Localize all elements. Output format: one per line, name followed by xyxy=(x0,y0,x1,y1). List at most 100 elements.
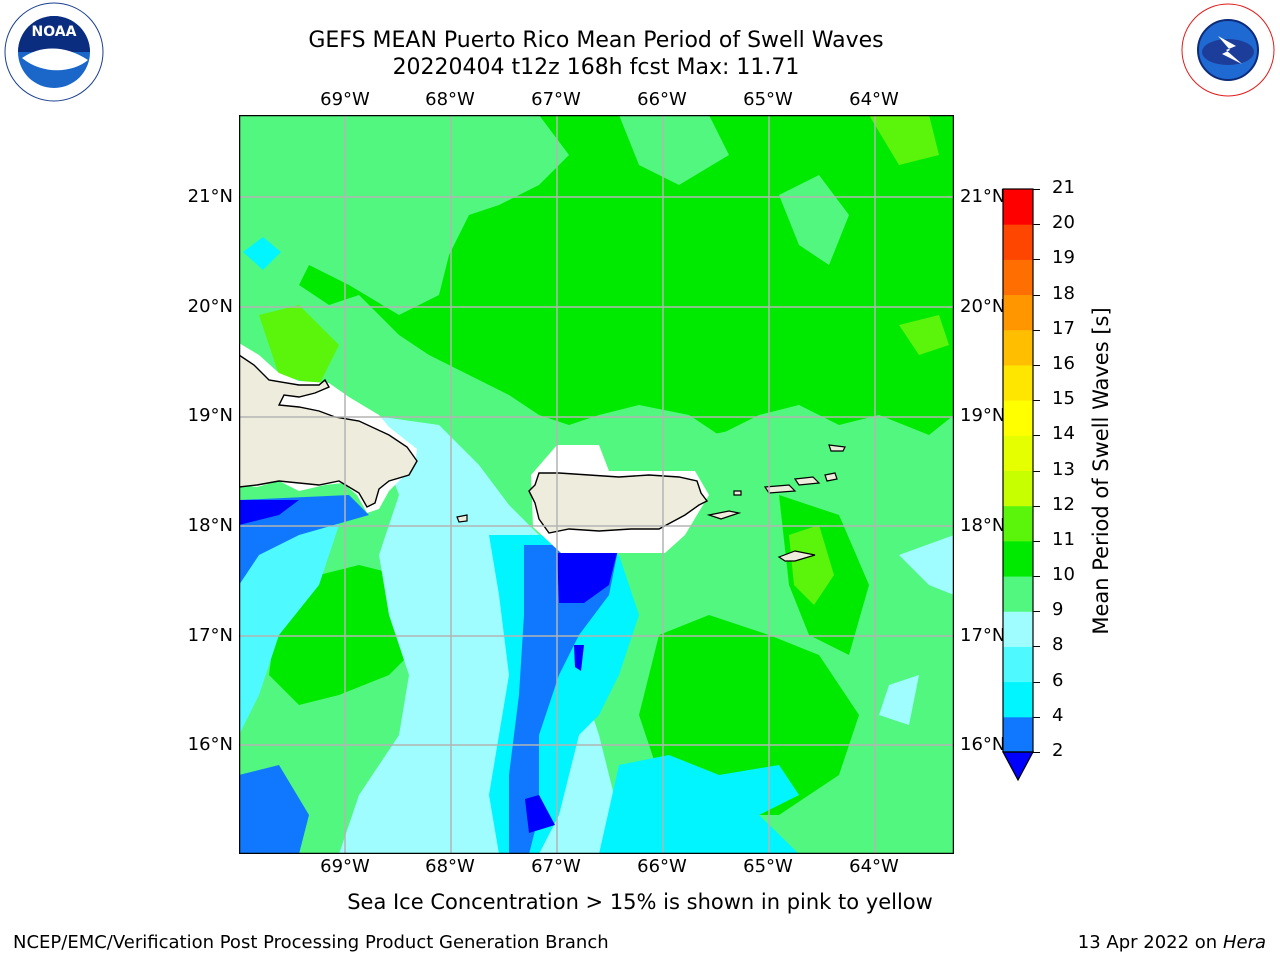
colorbar-tick-9: 9 xyxy=(1052,599,1064,621)
contour-11-12-n xyxy=(869,115,939,165)
lon-label-bottom-68w: 68°W xyxy=(425,856,475,877)
colorbar-tick-mark xyxy=(1033,540,1040,542)
colorbar-tick-11: 11 xyxy=(1052,528,1075,550)
contour-9-10-nw xyxy=(239,115,569,315)
lat-label-right-18n: 18°N xyxy=(960,515,1006,536)
colorbar-tick-6: 6 xyxy=(1052,669,1064,691)
colorbar-tick-20: 20 xyxy=(1052,212,1075,234)
colorbar-swatch-6-8 xyxy=(1003,646,1033,683)
colorbar-swatch-17-18 xyxy=(1003,294,1033,331)
colorbar-tick-mark xyxy=(1033,189,1040,190)
land-tortola xyxy=(793,476,821,486)
colorbar-swatch-8-9 xyxy=(1003,611,1033,647)
lat-label-right-20n: 20°N xyxy=(960,296,1006,317)
colorbar-tick-17: 17 xyxy=(1052,317,1075,339)
footer-credit: NCEP/EMC/Verification Post Processing Pr… xyxy=(13,932,609,953)
contour-11-12-nw xyxy=(259,305,339,385)
lon-label-bottom-69w: 69°W xyxy=(320,856,370,877)
lat-label-left-17n: 17°N xyxy=(187,625,233,646)
colorbar-tick-8: 8 xyxy=(1052,634,1064,656)
lon-label-top-67w: 67°W xyxy=(531,89,581,110)
footer-machine: Hera xyxy=(1222,932,1266,953)
colorbar-tick-mark xyxy=(1033,294,1040,296)
lon-label-bottom-66w: 66°W xyxy=(637,856,687,877)
colorbar-tick-mark xyxy=(1033,681,1040,683)
colorbar-swatch-2-4 xyxy=(1003,716,1033,753)
contour-8-9-east xyxy=(899,535,954,595)
colorbar-under-triangle xyxy=(1001,751,1035,782)
lat-label-right-19n: 19°N xyxy=(960,405,1006,426)
colorbar-tick-21: 21 xyxy=(1052,177,1075,198)
colorbar-tick-mark xyxy=(1033,259,1040,261)
colorbar-tick-16: 16 xyxy=(1052,352,1075,374)
colorbar-tick-mark xyxy=(1033,400,1040,402)
colorbar-swatch-13-14 xyxy=(1003,435,1033,471)
land-hispaniola xyxy=(239,354,418,508)
contour-under-2-south-b xyxy=(574,645,584,671)
colorbar-label-box: Mean Period of Swell Waves [s] xyxy=(1076,186,1126,756)
colorbar-swatch-20-21 xyxy=(1003,189,1033,225)
contour-6-8-sw xyxy=(239,515,339,735)
lat-label-right-21n: 21°N xyxy=(960,186,1006,207)
colorbar-tick-mark xyxy=(1033,752,1040,753)
lon-label-top-66w: 66°W xyxy=(637,89,687,110)
land-st-thomas xyxy=(763,484,797,494)
contour-6-8-se xyxy=(599,755,799,854)
colorbar-tick-mark xyxy=(1033,470,1040,472)
lat-label-left-20n: 20°N xyxy=(187,296,233,317)
lon-label-bottom-65w: 65°W xyxy=(743,856,793,877)
colorbar-tick-12: 12 xyxy=(1052,493,1075,515)
colorbar-tick-mark xyxy=(1033,364,1040,366)
footer-date: 13 Apr 2022 on Hera xyxy=(1078,932,1266,953)
colorbar-tick-labels: 21 20 19 18 17 16 15 14 13 12 11 10 9 8 6 4 2 xyxy=(1033,178,1080,786)
map-border xyxy=(239,115,954,854)
colorbar-label: Mean Period of Swell Waves [s] xyxy=(1089,307,1113,635)
colorbar-tick-mark xyxy=(1033,224,1040,226)
contour-6-8-nw xyxy=(243,237,281,270)
colorbar-swatch-14-15 xyxy=(1003,400,1033,436)
contour-8-9-se xyxy=(879,675,919,725)
colorbar-swatch-4-6 xyxy=(1003,681,1033,718)
colorbar-tick-4: 4 xyxy=(1052,704,1064,726)
colorbar-swatch-9-10 xyxy=(1003,576,1033,612)
colorbar-swatches xyxy=(1003,189,1033,753)
lat-label-left-21n: 21°N xyxy=(187,186,233,207)
contour-11-12-east xyxy=(789,525,834,605)
land-st-croix xyxy=(777,550,816,562)
colorbar-tick-14: 14 xyxy=(1052,423,1075,445)
colorbar-tick-mark xyxy=(1033,646,1040,648)
contour-under-2-south-a xyxy=(557,553,617,603)
lon-label-top-69w: 69°W xyxy=(320,89,370,110)
lat-label-left-19n: 19°N xyxy=(187,405,233,426)
lon-label-top-64w: 64°W xyxy=(849,89,899,110)
chart-title-line2: 20220404 t12z 168h fcst Max: 11.71 xyxy=(392,55,800,80)
footer-date-text: 13 Apr 2022 on xyxy=(1077,932,1223,953)
contour-under-2-south-c xyxy=(525,795,555,833)
colorbar-tick-mark xyxy=(1033,611,1040,613)
contour-11-12-ne xyxy=(899,315,949,355)
colorbar-tick-mark xyxy=(1033,505,1040,507)
colorbar-tick-13: 13 xyxy=(1052,458,1075,480)
graticule xyxy=(239,115,954,854)
colorbar-tick-18: 18 xyxy=(1052,282,1075,304)
colorbar-tick-mark xyxy=(1033,329,1040,331)
chart-title-line1: GEFS MEAN Puerto Rico Mean Period of Swe… xyxy=(308,28,884,53)
land-mona-island xyxy=(456,514,468,523)
land-culebra xyxy=(733,490,742,496)
contour-9-10-north xyxy=(619,115,729,185)
colorbar-tick-15: 15 xyxy=(1052,388,1075,410)
colorbar-swatch-12-13 xyxy=(1003,470,1033,507)
sea-ice-note-text: Sea Ice Concentration > 15% is shown in … xyxy=(347,890,933,914)
contour-under-2-sw xyxy=(239,500,299,525)
colorbar-swatch-11-12 xyxy=(1003,505,1033,542)
noaa-logo: NOAA xyxy=(4,2,104,102)
colorbar-tick-mark xyxy=(1033,716,1040,718)
land-vieques xyxy=(706,510,742,520)
colorbar-tick-mark xyxy=(1033,435,1040,437)
contour-2-4-s xyxy=(239,765,309,854)
contour-2-4-south xyxy=(509,545,619,854)
map-panel xyxy=(239,115,954,854)
lon-label-top-68w: 68°W xyxy=(425,89,475,110)
colorbar-tick-2: 2 xyxy=(1052,740,1064,761)
lat-label-right-16n: 16°N xyxy=(960,734,1006,755)
